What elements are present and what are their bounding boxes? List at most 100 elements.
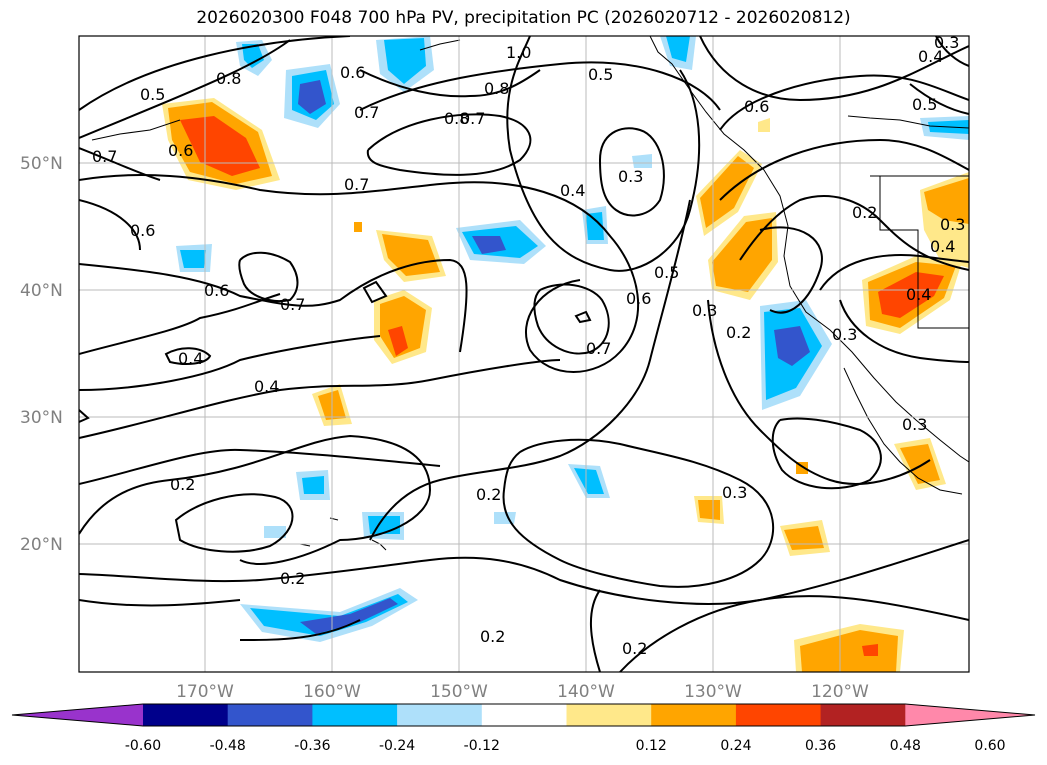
colorbar-tick-label: -0.48 bbox=[210, 738, 246, 754]
neg-patch bbox=[242, 44, 264, 68]
map-frame bbox=[78, 35, 970, 673]
pos-patch bbox=[382, 234, 440, 276]
colorbar-extend-high bbox=[905, 704, 1035, 726]
lat-label: 30°N bbox=[20, 408, 63, 428]
colorbar-bin bbox=[820, 704, 906, 726]
lon-label: 120°W bbox=[811, 682, 869, 702]
contour-label: 0.3 bbox=[692, 301, 717, 320]
contour-label: 0.2 bbox=[280, 569, 305, 588]
colorbar-outline bbox=[11, 703, 1036, 727]
colorbar-bin bbox=[227, 704, 313, 726]
neg-patch bbox=[302, 476, 324, 494]
contour-label: 0.5 bbox=[140, 85, 165, 104]
map-title: 2026020300 F048 700 hPa PV, precipitatio… bbox=[196, 8, 851, 28]
colorbar-tick-label: -0.12 bbox=[464, 738, 500, 754]
contour-label: 0.4 bbox=[918, 47, 943, 66]
contour-label: 0.3 bbox=[722, 483, 747, 502]
pos-patch bbox=[698, 500, 720, 520]
contour-label: 0.2 bbox=[170, 475, 195, 494]
pos-patch bbox=[800, 630, 898, 672]
contour-label: 0.7 bbox=[354, 103, 379, 122]
colorbar-tick-label: -0.24 bbox=[379, 738, 415, 754]
contour-label: 0.3 bbox=[832, 325, 857, 344]
neg-patch bbox=[384, 38, 426, 84]
neg-patch bbox=[632, 154, 652, 168]
contour-label: 0.8 bbox=[444, 109, 469, 128]
colorbar-tick-label: 0.48 bbox=[890, 738, 921, 754]
neg-patch bbox=[586, 212, 604, 240]
contour-label: 0.7 bbox=[460, 109, 485, 128]
contour-label: 0.8 bbox=[484, 79, 509, 98]
pos-patch bbox=[354, 222, 362, 232]
lon-label: 150°W bbox=[430, 682, 488, 702]
neg-patch bbox=[472, 236, 506, 254]
neg-patch bbox=[574, 468, 604, 494]
colorbar-bin bbox=[397, 704, 483, 726]
colorbar-tick-label: -0.60 bbox=[125, 738, 161, 754]
contour-label: 0.4 bbox=[254, 377, 279, 396]
contour-label: 0.6 bbox=[168, 141, 193, 160]
contour-label: 0.3 bbox=[902, 415, 927, 434]
coastlines bbox=[91, 36, 969, 551]
lon-label: 140°W bbox=[557, 682, 615, 702]
colorbar-bin bbox=[651, 704, 737, 726]
lat-label: 50°N bbox=[20, 154, 63, 174]
lat-axis-labels: 50°N 40°N 30°N 20°N bbox=[20, 154, 63, 555]
colorbar-bin bbox=[566, 704, 652, 726]
contour-label: 0.7 bbox=[92, 147, 117, 166]
contour-labels: 0.5 0.8 0.6 1.0 0.8 0.5 0.6 0.4 0.5 0.3 … bbox=[92, 36, 965, 658]
pos-patch bbox=[924, 178, 969, 224]
neg-patch bbox=[666, 36, 690, 62]
colorbar-tick-label: 0.36 bbox=[805, 738, 836, 754]
neg-patch bbox=[774, 326, 810, 366]
lat-label: 20°N bbox=[20, 535, 63, 555]
colorbar-tick-label: 0.24 bbox=[720, 738, 751, 754]
contour-label: 0.6 bbox=[130, 221, 155, 240]
contour-label: 0.7 bbox=[344, 175, 369, 194]
colorbar: -0.60 -0.48 -0.36 -0.24 -0.12 0.12 0.24 0.36 0.4… bbox=[11, 703, 1036, 754]
pos-patch bbox=[380, 296, 426, 358]
pv-contours bbox=[79, 36, 969, 672]
contour-label: 1.0 bbox=[506, 43, 531, 62]
contour-label: 0.4 bbox=[906, 285, 931, 304]
lon-label: 160°W bbox=[303, 682, 361, 702]
contour-label: 0.5 bbox=[588, 65, 613, 84]
contour-label: 0.2 bbox=[476, 485, 501, 504]
contour-label: 0.3 bbox=[940, 215, 965, 234]
neg-patch bbox=[300, 598, 398, 634]
contour-label: 0.6 bbox=[340, 63, 365, 82]
pos-patch bbox=[862, 644, 878, 656]
neg-patch bbox=[494, 512, 516, 524]
colorbar-tick-label: 0.60 bbox=[974, 738, 1005, 754]
pos-patch bbox=[878, 272, 944, 318]
colorbar-extend-low bbox=[12, 704, 143, 726]
pos-patch bbox=[758, 118, 770, 132]
contour-label: 0.3 bbox=[618, 167, 643, 186]
contour-label: 0.2 bbox=[726, 323, 751, 342]
contour-label: 0.7 bbox=[280, 295, 305, 314]
contour-label: 0.5 bbox=[654, 263, 679, 282]
contour-label: 0.2 bbox=[480, 627, 505, 646]
lon-axis-labels: 170°W 160°W 150°W 140°W 130°W 120°W bbox=[176, 682, 869, 702]
pos-patch bbox=[900, 444, 940, 484]
neg-patch bbox=[264, 526, 286, 538]
contour-label: 0.4 bbox=[560, 181, 585, 200]
contour-label: 0.7 bbox=[586, 339, 611, 358]
contour-label: 0.6 bbox=[204, 281, 229, 300]
contour-label: 0.2 bbox=[622, 639, 647, 658]
colorbar-bin bbox=[735, 704, 822, 726]
colorbar-bin bbox=[481, 704, 567, 726]
contour-label: 0.6 bbox=[744, 97, 769, 116]
colorbar-tick-label: 0.12 bbox=[636, 738, 667, 754]
contour-label: 0.4 bbox=[178, 349, 203, 368]
lon-label: 130°W bbox=[684, 682, 742, 702]
pos-patch bbox=[388, 326, 408, 356]
contour-label: 0.8 bbox=[216, 69, 241, 88]
contour-label: 0.5 bbox=[912, 95, 937, 114]
contour-label: 0.6 bbox=[626, 289, 651, 308]
colorbar-bin bbox=[312, 704, 398, 726]
lat-label: 40°N bbox=[20, 281, 63, 301]
pos-patch bbox=[180, 116, 260, 176]
colorbar-bin bbox=[143, 704, 229, 726]
